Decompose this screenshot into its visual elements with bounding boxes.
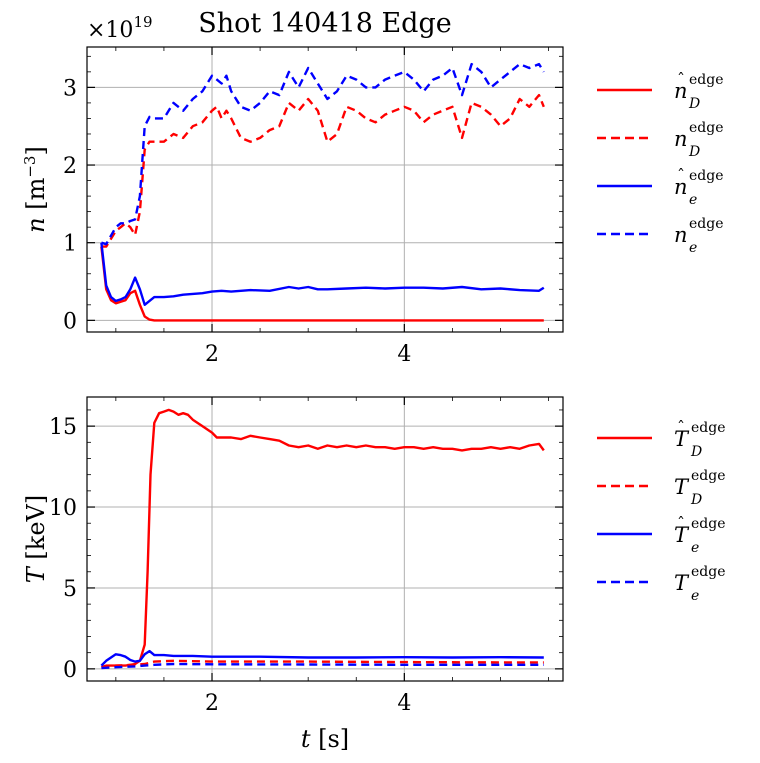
- legend-base: n: [674, 79, 688, 103]
- legend-hat: ˆ: [677, 514, 685, 533]
- density-panel: 2 4 0 1 2 3 n [m−3] ×1019: [21, 13, 564, 367]
- series-line-T-e-edge: [100, 649, 544, 667]
- y-axis-close: ]: [22, 146, 50, 155]
- legend-hat: ˆ: [677, 166, 685, 185]
- legend-subscript: D: [688, 96, 700, 112]
- y-tick-label: 1: [63, 232, 77, 257]
- y-tick-label: 5: [63, 577, 77, 602]
- series-line-T-D-edge: [101, 659, 544, 669]
- y-axis-exponent: −3: [21, 156, 39, 178]
- axis-offset-text: ×1019: [87, 13, 153, 43]
- legend-label: nedge D: [674, 72, 724, 112]
- y-axis-symbol: n: [22, 217, 50, 232]
- legend-superscript: edge: [691, 468, 726, 484]
- legend-label: nedge e: [674, 216, 724, 256]
- offset-exponent: 19: [133, 13, 152, 31]
- legend-base: n: [674, 127, 688, 151]
- y-axis-unit: [m: [22, 177, 50, 217]
- legend-label: nedge e: [674, 168, 724, 208]
- y-axis-label: n [m−3]: [21, 146, 50, 233]
- series-line-T-D-edge: [101, 408, 545, 669]
- x-tick-label: 2: [205, 342, 219, 367]
- temperature-panel: 2 4 0 5 10 15 T [keV] t [s]: [22, 396, 564, 753]
- legend-subscript: e: [689, 240, 697, 256]
- temperature-legend: ˆT edge DT edge DˆT edge eT edge e: [597, 418, 726, 604]
- y-tick-label: 0: [63, 658, 77, 683]
- offset-base: ×10: [87, 18, 133, 43]
- plot-frame: [86, 46, 564, 333]
- legend-base: n: [674, 175, 688, 199]
- legend-subscript: e: [691, 588, 699, 604]
- legend-base: T: [674, 523, 690, 547]
- y-axis-label: T [keV]: [22, 495, 50, 583]
- legend-base: T: [674, 475, 690, 499]
- y-tick-label: 2: [63, 154, 77, 179]
- legend-superscript: edge: [691, 420, 726, 436]
- x-tick-label: 2: [205, 691, 219, 716]
- series-line-n-D-edge: [101, 93, 545, 248]
- legend-base: T: [674, 427, 690, 451]
- chart-title: Shot 140418 Edge: [198, 8, 451, 39]
- x-tick-label: 4: [397, 342, 411, 367]
- y-tick-label: 15: [49, 415, 77, 440]
- legend-base: n: [674, 223, 688, 247]
- y-axis-unit: [keV]: [22, 495, 50, 567]
- legend-subscript: D: [688, 144, 700, 160]
- y-axis-symbol: T: [22, 565, 50, 583]
- legend-subscript: D: [690, 444, 702, 460]
- legend-subscript: e: [691, 540, 699, 556]
- series-line-T-e-edge: [101, 662, 544, 670]
- legend-hat: ˆ: [677, 70, 685, 89]
- legend-label: nedge D: [674, 120, 724, 160]
- legend-superscript: edge: [691, 516, 726, 532]
- y-tick-label: 0: [63, 309, 77, 334]
- legend-superscript: edge: [689, 216, 724, 232]
- y-tick-label: 3: [63, 76, 77, 101]
- legend-superscript: edge: [689, 168, 724, 184]
- y-tick-label: 10: [49, 496, 77, 521]
- x-axis-symbol: t: [301, 725, 311, 753]
- x-tick-label: 4: [397, 691, 411, 716]
- legend-hat: ˆ: [677, 418, 685, 437]
- plot-frame: [86, 396, 564, 682]
- legend-superscript: edge: [691, 564, 726, 580]
- series-line-n-e-edge: [100, 242, 545, 306]
- x-axis-unit: [s]: [310, 725, 349, 753]
- series-line-n-e-edge: [101, 62, 545, 246]
- legend-base: T: [674, 571, 690, 595]
- series-line-n-D-edge: [100, 246, 544, 322]
- legend-superscript: edge: [689, 72, 724, 88]
- legend-superscript: edge: [689, 120, 724, 136]
- legend-subscript: e: [689, 192, 697, 208]
- x-axis-label: t [s]: [301, 725, 349, 753]
- legend-subscript: D: [690, 492, 702, 508]
